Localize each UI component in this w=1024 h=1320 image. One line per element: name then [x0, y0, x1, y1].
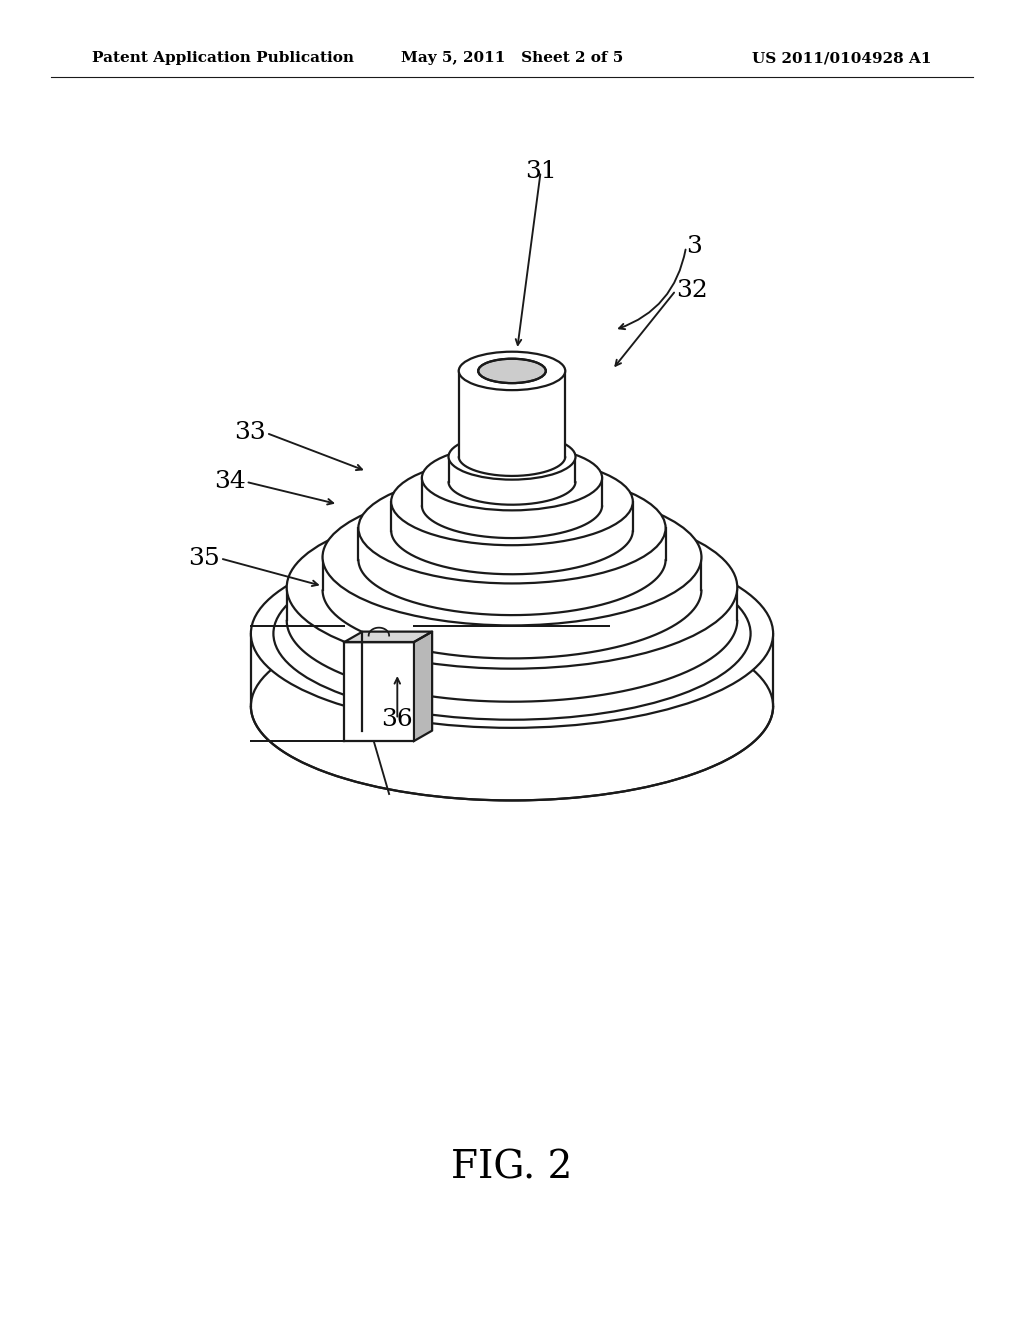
Ellipse shape: [251, 612, 773, 800]
Ellipse shape: [422, 445, 602, 511]
Polygon shape: [391, 502, 633, 574]
Polygon shape: [344, 643, 414, 741]
Ellipse shape: [478, 359, 546, 383]
Text: 35: 35: [188, 546, 220, 570]
Text: FIG. 2: FIG. 2: [452, 1150, 572, 1187]
Text: May 5, 2011   Sheet 2 of 5: May 5, 2011 Sheet 2 of 5: [400, 51, 624, 65]
Text: Patent Application Publication: Patent Application Publication: [92, 51, 354, 65]
Polygon shape: [422, 478, 602, 539]
Text: 32: 32: [676, 279, 708, 302]
Text: 36: 36: [381, 708, 414, 731]
Polygon shape: [358, 528, 666, 615]
Polygon shape: [344, 632, 432, 643]
Text: 31: 31: [525, 160, 556, 183]
Text: 3: 3: [686, 235, 702, 259]
Text: 34: 34: [214, 470, 246, 494]
Ellipse shape: [251, 540, 773, 727]
Polygon shape: [459, 371, 565, 477]
Polygon shape: [449, 457, 575, 504]
Ellipse shape: [391, 458, 633, 545]
Text: US 2011/0104928 A1: US 2011/0104928 A1: [753, 51, 932, 65]
Ellipse shape: [449, 434, 575, 479]
Ellipse shape: [287, 506, 737, 669]
Polygon shape: [287, 587, 737, 702]
Polygon shape: [323, 557, 701, 659]
Ellipse shape: [358, 473, 666, 583]
Ellipse shape: [323, 488, 701, 626]
Polygon shape: [414, 632, 432, 741]
Text: 33: 33: [234, 421, 266, 445]
Ellipse shape: [459, 351, 565, 391]
